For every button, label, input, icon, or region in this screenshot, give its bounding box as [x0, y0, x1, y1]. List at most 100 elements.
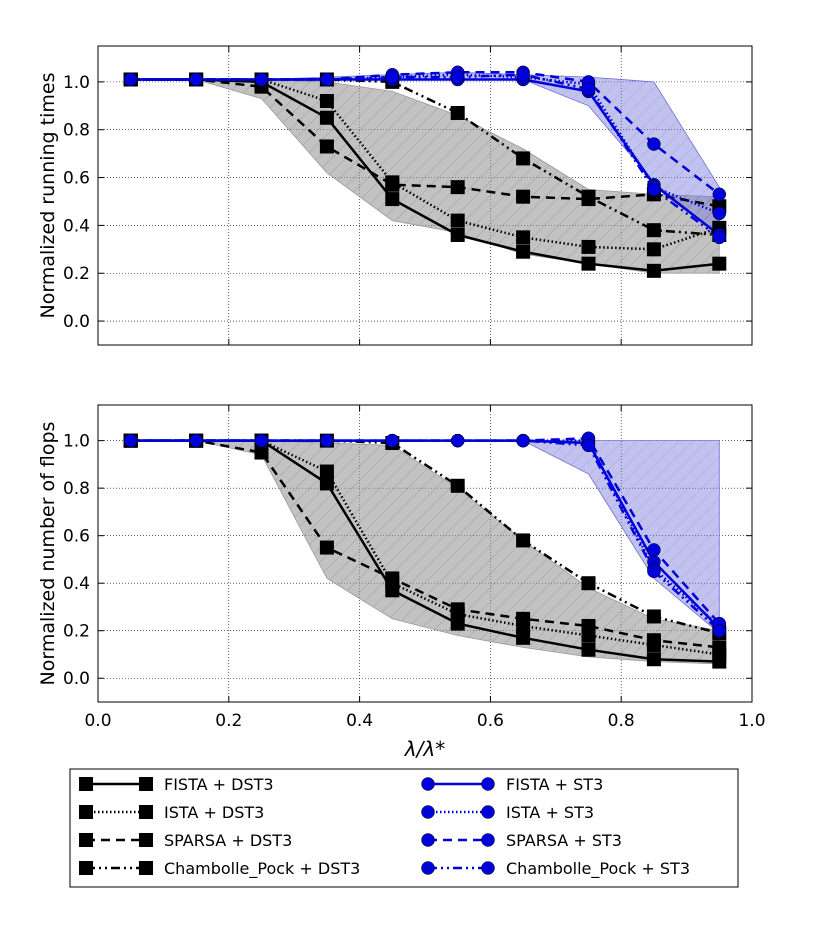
- point-sparsa-st3-9: [712, 187, 727, 202]
- point-chambolle-pock-st3-3: [320, 72, 334, 87]
- x-tick-label-2: 0.4: [346, 711, 373, 731]
- point-chambolle-pock-dst3-7: [581, 576, 596, 591]
- series-line-chambolle-pock-st3: [130, 73, 721, 239]
- x-tick-label-1: 0.2: [215, 711, 242, 731]
- point-chambolle-pock-st3-6: [516, 67, 530, 82]
- legend-marker-chambolle-pock-st3-1: [481, 861, 495, 875]
- point-ista-dst3-3: [319, 464, 334, 479]
- point-chambolle-pock-st3-2: [254, 72, 269, 87]
- point-fista-dst3-5: [450, 227, 465, 242]
- y-axis-label: Normalized number of flops: [37, 422, 59, 686]
- x-axis-label: λ/λ*: [404, 737, 445, 761]
- y-tick-label-1: 0.2: [63, 622, 90, 642]
- markers: [123, 431, 727, 669]
- point-sparsa-dst3-9: [712, 640, 727, 655]
- legend-label-chambolle-pock-st3: Chambolle_Pock + ST3: [506, 859, 690, 879]
- point-fista-dst3-7: [581, 256, 596, 271]
- point-sparsa-dst3-5: [450, 180, 465, 195]
- point-fista-dst3-6: [516, 630, 531, 645]
- point-fista-dst3-9: [712, 256, 727, 271]
- point-sparsa-dst3-5: [450, 602, 465, 617]
- point-chambolle-pock-dst3-6: [516, 533, 531, 548]
- legend: FISTA + DST3 FISTA + ST3 ISTA + DST3 ISTA +…: [69, 768, 739, 888]
- point-chambolle-pock-st3-8: [647, 564, 661, 579]
- point-ista-dst3-7: [581, 239, 596, 254]
- point-chambolle-pock-st3-5: [450, 433, 465, 448]
- x-tick-label-5: 1.0: [738, 711, 765, 731]
- legend-marker-sparsa-dst3-1: [139, 833, 153, 847]
- x-tick-label-3: 0.6: [477, 711, 504, 731]
- legend-marker-chambolle-pock-dst3-1: [139, 861, 153, 875]
- plot-frame: [97, 45, 753, 346]
- point-ista-dst3-5: [450, 213, 465, 228]
- point-fista-dst3-6: [516, 244, 531, 259]
- legend-marker-ista-dst3-1: [139, 805, 153, 819]
- point-chambolle-pock-st3-4: [385, 70, 400, 84]
- point-chambolle-pock-st3-1: [189, 72, 203, 87]
- point-sparsa-st3-8: [647, 543, 661, 557]
- legend-label-sparsa-dst3: SPARSA + DST3: [164, 831, 292, 850]
- series: [130, 437, 721, 663]
- point-fista-dst3-7: [581, 642, 596, 657]
- point-sparsa-dst3-4: [385, 177, 400, 192]
- series-line-ista-dst3: [130, 439, 720, 656]
- y-tick-label-1: 0.2: [63, 264, 90, 284]
- point-chambolle-pock-st3-2: [254, 433, 269, 448]
- x-axis: [97, 46, 753, 345]
- legend-label-fista-dst3: FISTA + DST3: [164, 775, 274, 794]
- bands: [130, 71, 720, 274]
- legend-label-sparsa-st3: SPARSA + ST3: [506, 831, 622, 850]
- legend-marker-chambolle-pock-st3-0: [421, 861, 435, 875]
- y-tick-label-3: 0.6: [63, 169, 90, 189]
- flops-panel: 0.00.20.40.60.81.00.0 0.2 0.4 0.6 0.8 1.0Norm…: [37, 404, 766, 761]
- point-chambolle-pock-dst3-8: [646, 609, 661, 624]
- y-tick-label-5: 1.0: [63, 432, 90, 452]
- point-fista-dst3-8: [646, 652, 661, 667]
- y-axis-label: Normalized running times: [37, 73, 59, 319]
- point-chambolle-pock-st3-6: [516, 433, 530, 448]
- series: [130, 71, 721, 273]
- legend-marker-ista-st3-1: [481, 805, 495, 819]
- point-chambolle-pock-st3-0: [123, 72, 138, 87]
- markers: [123, 65, 727, 278]
- y-axis: 0.0 0.2 0.4 0.6 0.8 1.0: [63, 432, 752, 689]
- point-chambolle-pock-dst3-7: [581, 189, 596, 204]
- y-tick-label-4: 0.8: [63, 479, 90, 499]
- series-line-chambolle-pock-dst3: [130, 78, 720, 237]
- legend-label-chambolle-pock-dst3: Chambolle_Pock + DST3: [164, 859, 360, 879]
- series-line-sparsa-st3: [130, 71, 721, 196]
- y-tick-label-2: 0.4: [63, 216, 90, 236]
- x-tick-label-4: 0.8: [608, 711, 635, 731]
- point-sparsa-dst3-6: [516, 189, 531, 204]
- point-chambolle-pock-dst3-8: [646, 223, 661, 238]
- legend-marker-sparsa-dst3-0: [79, 833, 93, 847]
- legend-marker-fista-dst3-1: [139, 777, 153, 791]
- point-chambolle-pock-dst3-5: [450, 105, 465, 120]
- point-chambolle-pock-st3-7: [581, 438, 596, 453]
- legend-marker-fista-st3-0: [421, 777, 435, 791]
- point-fista-dst3-8: [646, 263, 661, 278]
- point-chambolle-pock-st3-8: [647, 182, 661, 197]
- point-sparsa-dst3-3: [319, 139, 334, 154]
- point-fista-dst3-4: [385, 192, 400, 207]
- legend-marker-sparsa-st3-1: [481, 833, 495, 847]
- point-chambolle-pock-st3-3: [320, 433, 334, 448]
- series-line-sparsa-dst3: [130, 78, 720, 208]
- legend-label-ista-dst3: ISTA + DST3: [164, 803, 264, 822]
- y-tick-label-4: 0.8: [63, 121, 90, 141]
- y-tick-label-3: 0.6: [63, 527, 90, 547]
- point-chambolle-pock-st3-9: [712, 230, 727, 245]
- y-tick-label-5: 1.0: [63, 73, 90, 93]
- point-chambolle-pock-st3-9: [712, 623, 727, 638]
- point-chambolle-pock-st3-0: [123, 433, 138, 448]
- y-axis: 0.0 0.2 0.4 0.6 0.8 1.0: [63, 73, 752, 332]
- point-sparsa-dst3-2: [254, 445, 269, 460]
- point-ista-dst3-8: [646, 242, 661, 257]
- point-sparsa-dst3-7: [581, 618, 596, 633]
- point-ista-dst3-6: [516, 230, 531, 245]
- point-ista-dst3-3: [319, 94, 334, 109]
- legend-label-ista-st3: ISTA + ST3: [506, 803, 594, 822]
- point-sparsa-dst3-3: [319, 540, 334, 555]
